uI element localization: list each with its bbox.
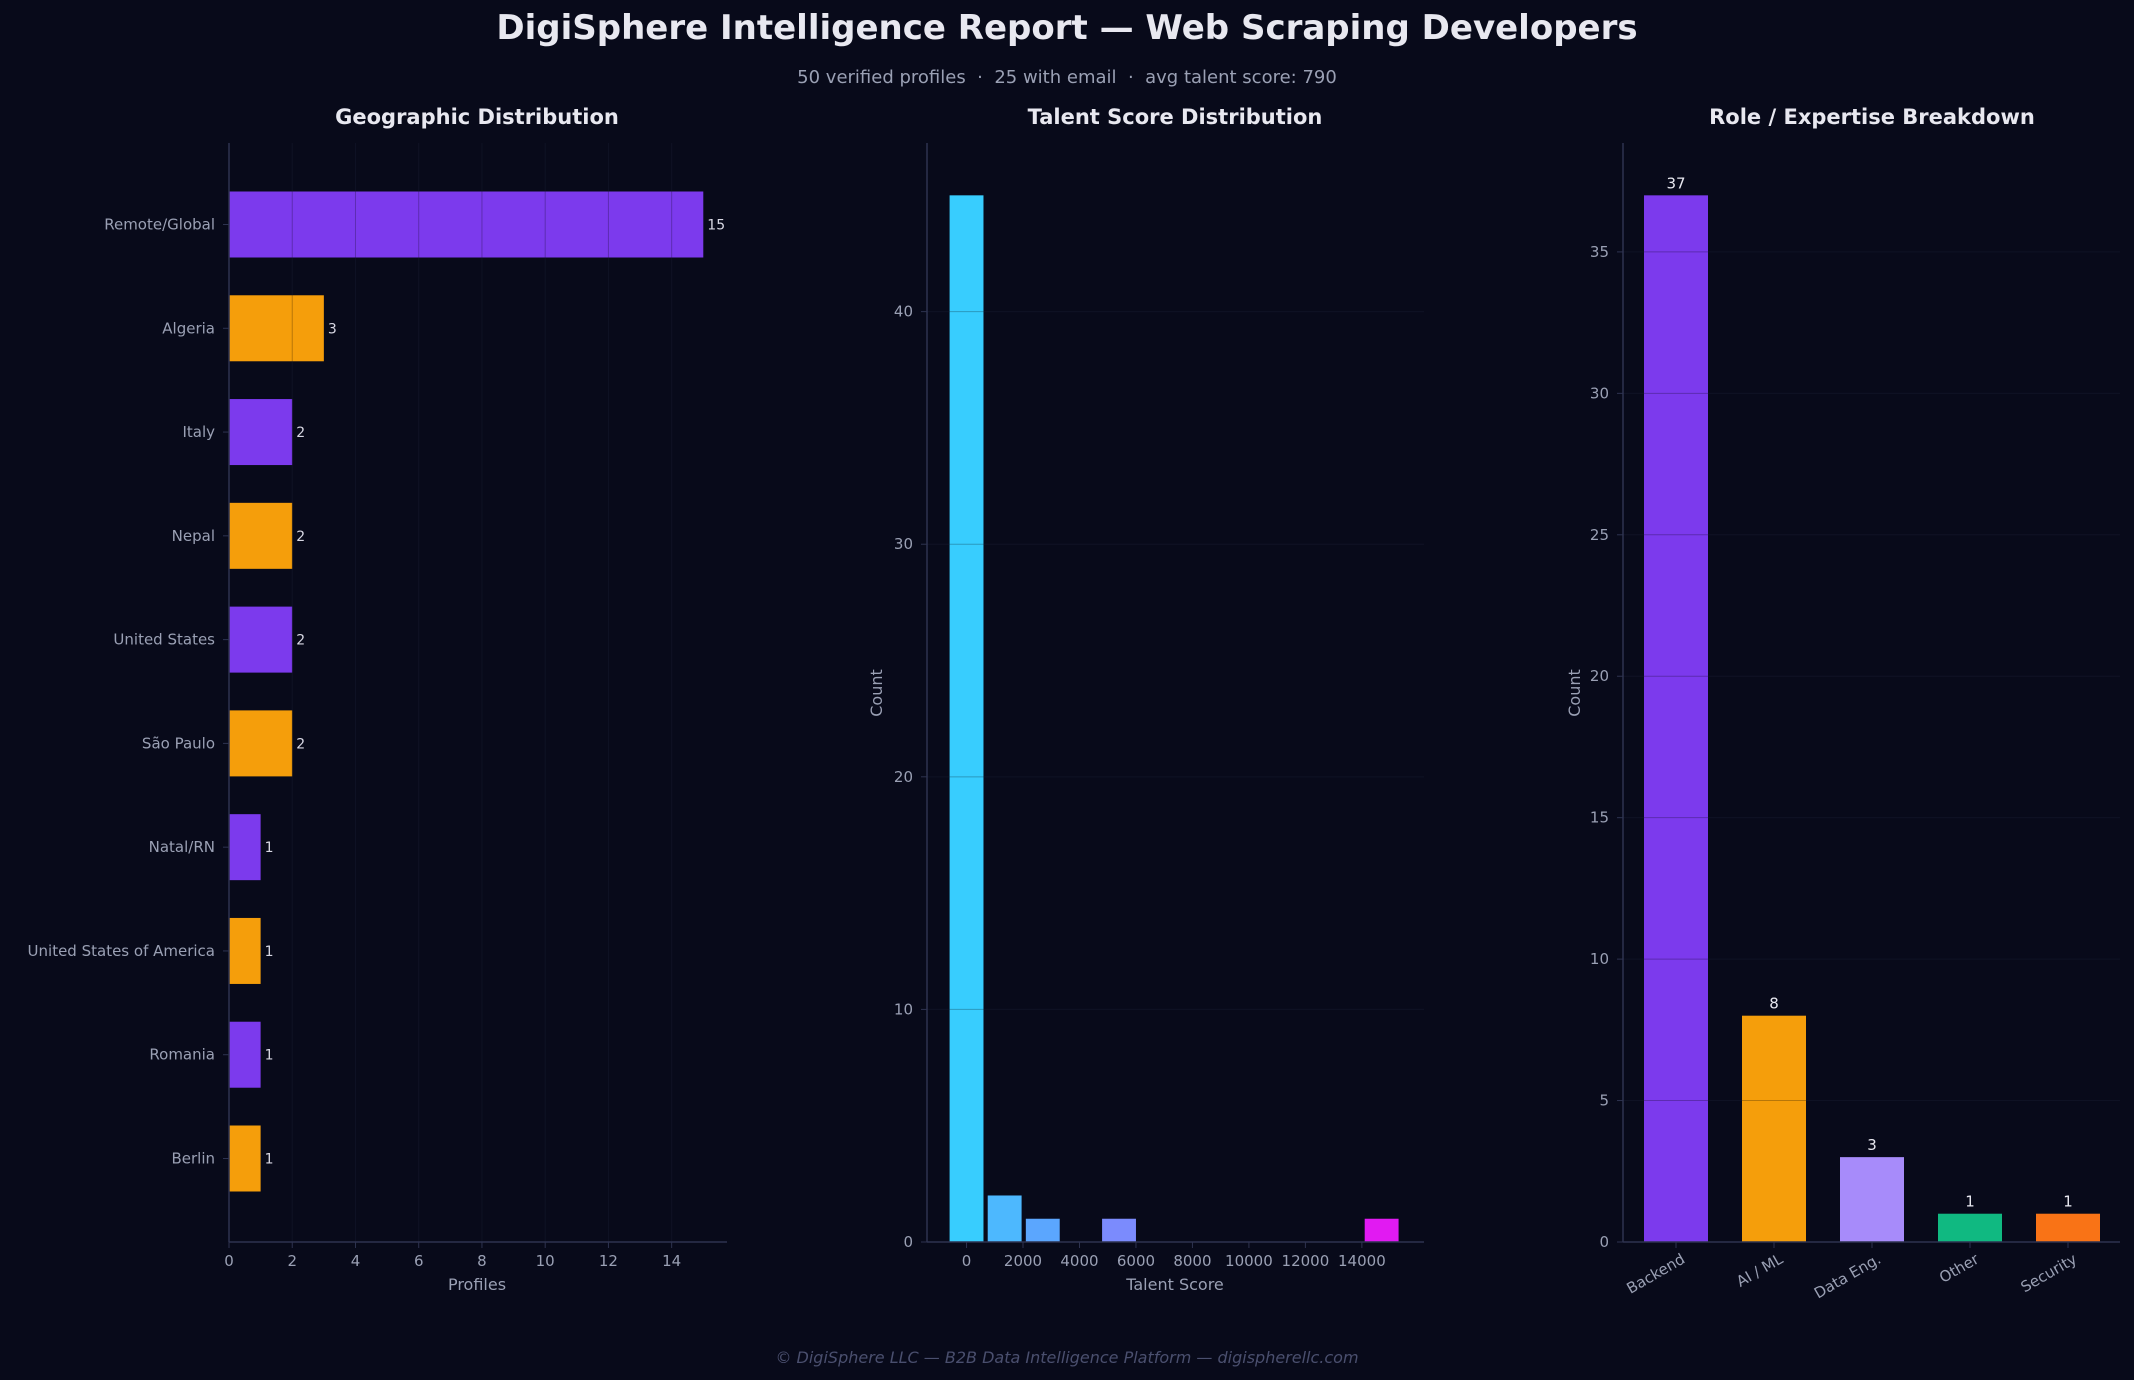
- geo-data-label: 1: [265, 944, 274, 960]
- geo-bar: [229, 502, 293, 569]
- role-x-tick-label: Data Eng.: [1811, 1250, 1884, 1303]
- role-expertise-breakdown-chart: Role / Expertise Breakdown Count 0 5 10 15 2…: [1565, 105, 2120, 1302]
- talent-score-distribution-chart: Talent Score Distribution Talent Score C…: [867, 105, 1424, 1294]
- geo-x-tick-label: 14: [662, 1252, 681, 1270]
- role-x-tick-label: Security: [2018, 1250, 2080, 1296]
- role-y-tick-label: 25: [1590, 526, 1609, 544]
- geo-x-tick-label: 8: [477, 1252, 487, 1270]
- geo-bar: [229, 710, 293, 777]
- role-y-tick-label: 30: [1590, 384, 1609, 402]
- role-data-label: 37: [1666, 174, 1685, 192]
- role-x-tick-label: AI / ML: [1733, 1250, 1786, 1291]
- role-chart-title: Role / Expertise Breakdown: [1709, 105, 2035, 129]
- geo-data-label: 2: [296, 736, 305, 752]
- score-y-tick-label: 30: [894, 535, 913, 553]
- role-bar: [1644, 195, 1708, 1242]
- role-bar: [1840, 1157, 1904, 1242]
- geo-bar: [229, 1125, 261, 1192]
- geo-y-tick-label: São Paulo: [142, 734, 215, 752]
- geo-data-label: 2: [296, 529, 305, 545]
- score-x-tick-label: 14000: [1338, 1252, 1386, 1270]
- geo-data-label: 1: [265, 1152, 274, 1168]
- geo-x-tick-label: 0: [224, 1252, 234, 1270]
- geo-data-label: 3: [328, 321, 337, 337]
- score-x-tick-label: 10000: [1225, 1252, 1273, 1270]
- role-y-tick-label: 5: [1599, 1092, 1609, 1110]
- geo-x-tick-label: 10: [536, 1252, 555, 1270]
- geo-x-tick-label: 6: [414, 1252, 424, 1270]
- score-y-axis-label: Count: [867, 669, 886, 717]
- role-x-tick-label: Backend: [1623, 1250, 1688, 1298]
- role-x-tick-label: Other: [1936, 1249, 1983, 1286]
- score-histogram-bar: [1364, 1218, 1399, 1242]
- score-y-tick-label: 40: [894, 303, 913, 321]
- score-x-tick-label: 4000: [1060, 1252, 1098, 1270]
- score-x-axis-label: Talent Score: [1125, 1275, 1224, 1294]
- role-data-label: 8: [1769, 995, 1779, 1013]
- geo-data-label: 2: [296, 425, 305, 441]
- geo-data-label: 15: [707, 218, 725, 234]
- geo-bar: [229, 814, 261, 881]
- geo-y-tick-label: Natal/RN: [149, 838, 215, 856]
- geo-chart-title: Geographic Distribution: [335, 105, 619, 129]
- geo-bar: [229, 399, 293, 466]
- geo-y-tick-label: Algeria: [162, 319, 215, 337]
- score-x-tick-label: 0: [962, 1252, 972, 1270]
- score-histogram-bar: [987, 1195, 1022, 1242]
- report-subtitle: 50 verified profiles · 25 with email · a…: [797, 67, 1337, 88]
- geo-x-axis-label: Profiles: [448, 1275, 506, 1294]
- geo-data-label: 1: [265, 1048, 274, 1064]
- geographic-distribution-chart: Geographic Distribution Profiles 0 2 4 6 8 10…: [28, 105, 727, 1294]
- geo-data-label: 1: [265, 840, 274, 856]
- role-y-tick-label: 35: [1590, 243, 1609, 261]
- geo-data-label: 2: [296, 633, 305, 649]
- role-y-tick-label: 10: [1590, 950, 1609, 968]
- score-histogram-bar: [949, 195, 984, 1242]
- role-data-label: 3: [1867, 1136, 1877, 1154]
- geo-y-tick-label: Berlin: [171, 1150, 215, 1168]
- report-title: DigiSphere Intelligence Report — Web Scr…: [496, 8, 1638, 48]
- role-y-axis-label: Count: [1565, 669, 1584, 717]
- role-data-label: 1: [2063, 1193, 2073, 1211]
- score-histogram-bar: [1102, 1218, 1136, 1242]
- role-bar: [1742, 1015, 1806, 1242]
- geo-bar: [229, 191, 704, 258]
- score-x-tick-label: 2000: [1004, 1252, 1042, 1270]
- geo-x-tick-label: 12: [599, 1252, 618, 1270]
- role-y-tick-label: 15: [1590, 809, 1609, 827]
- score-x-tick-label: 8000: [1173, 1252, 1211, 1270]
- geo-y-tick-label: Romania: [149, 1046, 215, 1064]
- score-x-tick-label: 12000: [1282, 1252, 1330, 1270]
- role-bar: [1938, 1213, 2002, 1242]
- role-data-label: 1: [1965, 1193, 1975, 1211]
- geo-x-tick-label: 4: [351, 1252, 361, 1270]
- geo-bar: [229, 295, 324, 362]
- geo-y-tick-label: United States: [113, 631, 215, 649]
- geo-x-tick-label: 2: [287, 1252, 297, 1270]
- geo-y-tick-label: Nepal: [172, 527, 215, 545]
- score-y-tick-label: 0: [903, 1233, 913, 1251]
- geo-y-tick-label: Italy: [182, 423, 215, 441]
- geo-y-tick-label: Remote/Global: [104, 216, 215, 234]
- score-y-tick-label: 20: [894, 768, 913, 786]
- geo-bar: [229, 1021, 261, 1088]
- role-bar: [2036, 1213, 2100, 1242]
- report-footer: © DigiSphere LLC — B2B Data Intelligence…: [775, 1348, 1359, 1367]
- geo-bar: [229, 917, 261, 984]
- score-histogram-bar: [1025, 1218, 1060, 1242]
- role-y-tick-label: 0: [1599, 1233, 1609, 1251]
- role-y-tick-label: 20: [1590, 667, 1609, 685]
- score-chart-title: Talent Score Distribution: [1028, 105, 1323, 129]
- score-x-tick-label: 6000: [1117, 1252, 1155, 1270]
- geo-bar: [229, 606, 293, 673]
- geo-y-tick-label: United States of America: [28, 942, 215, 960]
- score-y-tick-label: 10: [894, 1000, 913, 1018]
